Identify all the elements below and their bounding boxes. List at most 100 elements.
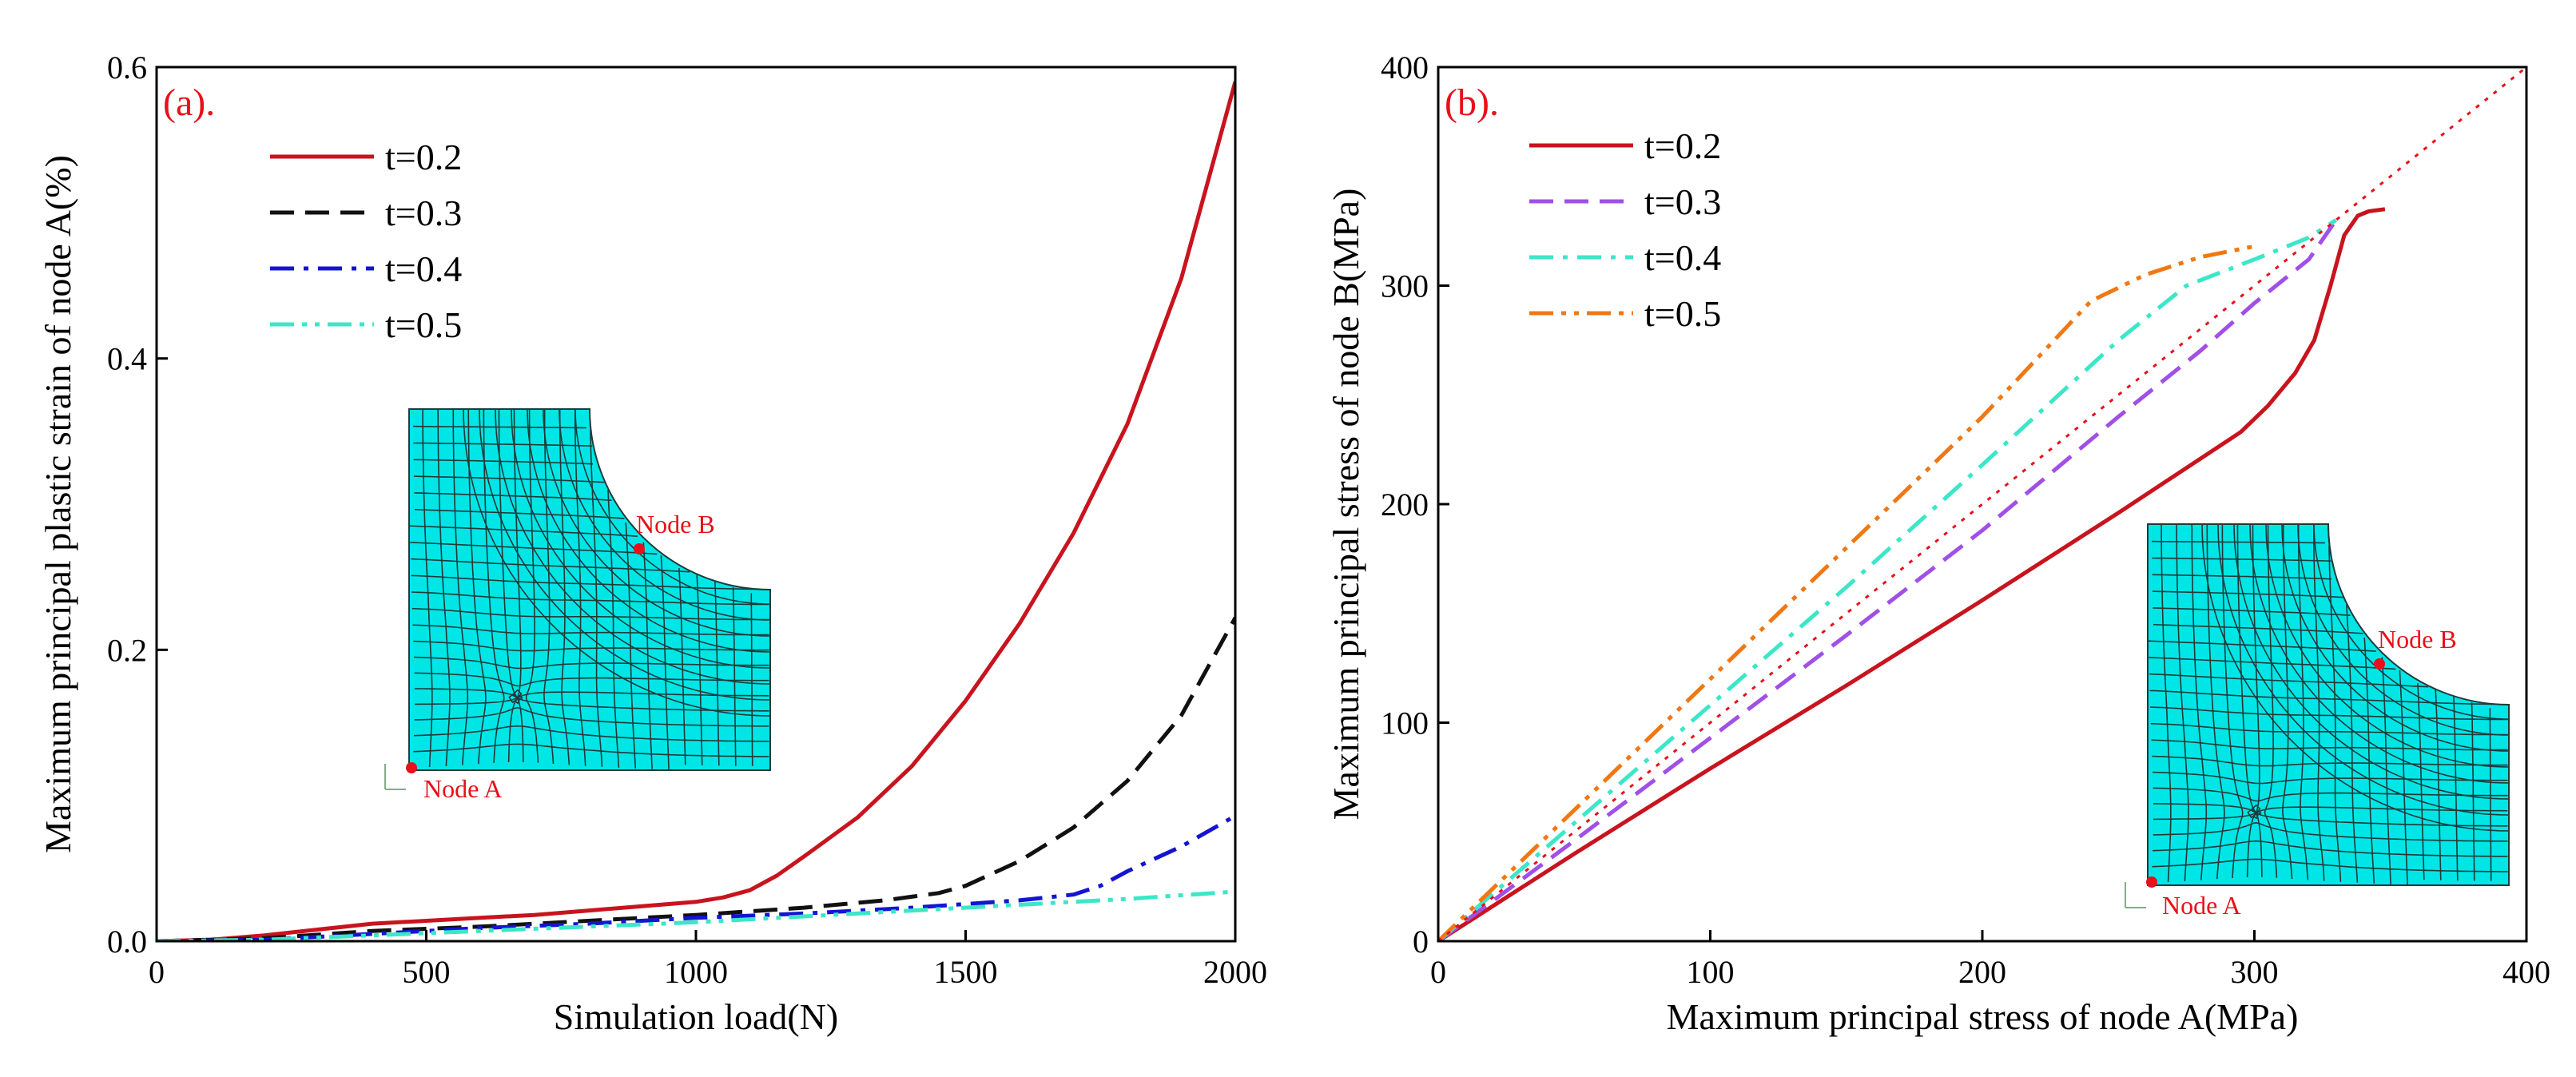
mesh-line [2201, 524, 2509, 832]
mesh-line [2233, 524, 2509, 800]
x-axis-label-b: Maximum principal stress of node A(MPa) [1667, 996, 2299, 1037]
y-axis-label-b: Maximum principal stress of node B(MPa) [1326, 189, 1366, 821]
x-tick-label: 0 [1430, 954, 1446, 990]
legend-label: t=0.5 [1644, 293, 1721, 334]
legend-label: t=0.2 [385, 137, 462, 177]
mesh-line [2153, 804, 2508, 827]
mesh-line [2313, 524, 2509, 720]
mesh-line [2417, 683, 2425, 880]
mesh-line [414, 725, 769, 742]
mesh-line [413, 743, 769, 757]
x-tick-label: 1500 [934, 954, 998, 990]
mesh-line [409, 525, 638, 537]
mesh-line [590, 429, 603, 767]
mesh-line [660, 555, 670, 770]
mesh-line [2152, 858, 2508, 872]
mesh-line [413, 425, 586, 429]
x-tick-label: 500 [403, 954, 451, 990]
mesh-line [607, 489, 620, 768]
mesh-line [678, 568, 686, 765]
mesh-line [413, 640, 769, 652]
mesh-line [2297, 524, 2509, 736]
series-line-t-0-2 [157, 81, 1235, 941]
mesh-line [2489, 708, 2492, 881]
mesh-line [2152, 574, 2332, 580]
mesh-line [495, 409, 770, 685]
node-b-label: Node B [2378, 625, 2457, 654]
y-tick-label: 400 [1381, 50, 1429, 85]
y-tick-label: 0.2 [107, 632, 147, 668]
x-tick-label: 300 [2231, 954, 2279, 990]
y-tick-label: 0.0 [107, 924, 147, 960]
mesh-line [527, 409, 770, 653]
mesh-line [2399, 670, 2408, 885]
node-b-label: Node B [636, 510, 715, 538]
mesh-line [410, 542, 658, 555]
panel-tag-b: (b). [1445, 81, 1499, 124]
mesh-line [479, 409, 770, 701]
y-tick-label: 0.6 [107, 50, 147, 85]
x-tick-label: 1000 [664, 954, 728, 990]
mesh-line [2153, 607, 2351, 616]
legend-label: t=0.5 [385, 304, 462, 345]
mesh-line [2148, 640, 2376, 652]
mesh-inset-a: Node B Node A [384, 408, 771, 803]
node-b-marker [2374, 658, 2385, 670]
mesh-line [413, 656, 769, 670]
panel-a: Node B Node A t=0.2t=0.3t=0.4t=0.5 (a). … [38, 50, 1267, 1037]
y-tick-label: 300 [1381, 268, 1429, 304]
mesh-line [2152, 755, 2508, 767]
x-tick-label: 0 [149, 954, 165, 990]
mesh-line [511, 409, 770, 669]
ticks-a: 0 500 1000 1500 2000 0.0 0.2 0.4 0.6 [107, 50, 1267, 990]
mesh-line [413, 475, 606, 483]
series-group-a [157, 81, 1235, 941]
series-line-t-0-3 [157, 616, 1235, 941]
mesh-line [574, 409, 770, 605]
mesh-line [414, 672, 769, 687]
mesh-inset-b: Node B Node A [2125, 523, 2510, 920]
mesh-line [2150, 722, 2508, 736]
legend-label: t=0.4 [1644, 237, 1721, 278]
panel-tag-a: (a). [163, 81, 215, 124]
series-line-t-0-5 [1438, 244, 2255, 941]
mesh-line [2153, 840, 2508, 857]
x-tick-label: 200 [1958, 954, 2006, 990]
series-line-t-0-5 [157, 889, 1235, 941]
mesh-line [642, 542, 653, 769]
panel-b: Node B Node A t=0.2t=0.3t=0.4t=0.5 (b). … [1326, 50, 2550, 1037]
mesh-line [413, 459, 594, 465]
x-axis-label-a: Simulation load(N) [554, 996, 838, 1037]
mesh-line [2346, 604, 2359, 883]
series-line-t-0-2 [1438, 207, 2386, 941]
mesh-line [414, 688, 769, 705]
mesh-line [2281, 524, 2509, 752]
x-tick-label: 100 [1687, 954, 1735, 990]
mesh-line [414, 492, 612, 501]
node-a-label: Node A [423, 774, 503, 803]
mesh-line [411, 558, 690, 573]
mesh-line [2150, 706, 2508, 721]
y-tick-label: 100 [1381, 705, 1429, 741]
node-a-label: Node A [2162, 891, 2241, 920]
y-axis-label-a: Maximum principal plastic strain of node… [38, 155, 78, 853]
mesh-line [2363, 637, 2375, 884]
axis-triad-icon [2125, 882, 2146, 908]
series-group-b [1438, 67, 2526, 941]
y-tick-label: 0 [1413, 924, 1429, 960]
mesh-line [2151, 739, 2508, 751]
series-line-t-0-4 [1438, 218, 2337, 941]
node-a-marker [406, 762, 417, 773]
mesh-line [411, 607, 769, 621]
series-line-t-0-4 [157, 814, 1235, 941]
mesh-line [2381, 657, 2391, 884]
mesh-line [543, 409, 770, 637]
mesh-line [414, 689, 769, 712]
legend-label: t=0.3 [385, 193, 462, 233]
axis-triad-icon [384, 764, 406, 790]
mesh-line [2149, 657, 2396, 670]
mesh-line [2265, 524, 2509, 768]
series-line-t-0-3 [1438, 219, 2338, 941]
mesh-line [412, 624, 769, 636]
